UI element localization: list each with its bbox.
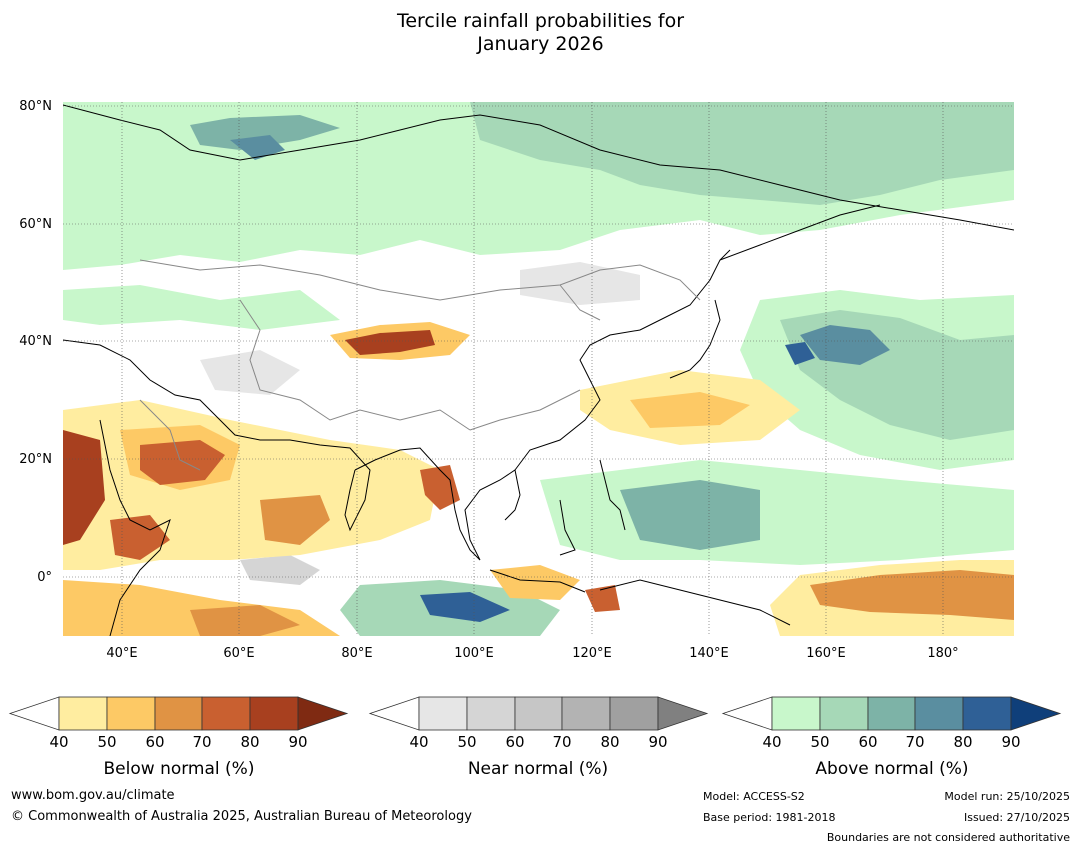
colorbar-above-tick: 60 [858, 733, 878, 751]
probability-field [63, 102, 1014, 636]
colorbar-below-tick: 60 [145, 733, 165, 751]
near-normal-region-mongolia [520, 262, 640, 305]
model-name: Model: ACCESS-S2 [703, 790, 805, 803]
colorbar-above-tick: 70 [905, 733, 925, 751]
colorbar-below-tick: 70 [192, 733, 212, 751]
colorbar-below-tick: 90 [288, 733, 308, 751]
colorbar-near-swatch [609, 696, 659, 731]
colorbar-below-swatch [201, 696, 251, 731]
political-boundaries [139, 259, 701, 471]
colorbar-above-swatch [867, 696, 916, 731]
colorbar-above-label: Above normal (%) [815, 759, 969, 779]
above-normal-region-siberia [470, 102, 1014, 205]
copyright-notice: © Commonwealth of Australia 2025, Austra… [11, 809, 472, 824]
colorbar-below-tick: 80 [240, 733, 260, 751]
below-normal-region-africa-south-core [190, 605, 300, 636]
lat-label-60n: 60°N [19, 217, 52, 232]
colorbar-above-upper-extension [1010, 696, 1062, 731]
colorbar-near-swatch [514, 696, 563, 731]
colorbar-above-normal [721, 696, 1062, 731]
colorbar-above-swatch [914, 696, 964, 731]
coastlines [63, 104, 1014, 636]
graticule [63, 102, 1014, 636]
colorbar-below-lower-extension [8, 696, 60, 731]
above-normal-region-indian-core [420, 592, 510, 622]
below-normal-region-arabian-sea [260, 495, 330, 545]
below-normal-region-horn [110, 515, 170, 560]
lon-label-120e: 120°E [572, 646, 612, 661]
lat-label-0: 0° [37, 570, 52, 585]
above-normal-region-arctic [190, 115, 340, 150]
colorbar-above-tick: 90 [1001, 733, 1021, 751]
lat-label-80n: 80°N [19, 99, 52, 114]
below-normal-region-new-guinea [585, 585, 620, 612]
below-normal-region-tibet-core [345, 330, 435, 355]
colorbar-near-swatch [466, 696, 516, 731]
near-normal-region-south-asia [240, 555, 320, 585]
colorbar-above-tick: 80 [953, 733, 973, 751]
below-normal-region-east-china-core [630, 392, 750, 428]
colorbar-below-swatch [106, 696, 156, 731]
issued-date: Issued: 27/10/2025 [963, 811, 1070, 824]
model-run-date: Model run: 25/10/2025 [944, 790, 1070, 803]
colorbar-below-tick: 40 [49, 733, 69, 751]
above-normal-region-pacific-deep [800, 325, 890, 365]
colorbar-near-tick: 90 [648, 733, 668, 751]
colorbar-above-tick: 40 [762, 733, 782, 751]
above-normal-region-west-central [63, 285, 340, 330]
colorbar-near-tick: 70 [552, 733, 572, 751]
lon-label-60e: 60°E [223, 646, 255, 661]
lon-label-80e: 80°E [341, 646, 373, 661]
colorbar-near-upper-extension [657, 696, 709, 731]
lon-label-100e: 100°E [454, 646, 494, 661]
base-period: Base period: 1981-2018 [703, 811, 836, 824]
colorbar-near-tick: 40 [409, 733, 429, 751]
colorbar-below-upper-extension [297, 696, 349, 731]
colorbar-below-tick: 50 [97, 733, 117, 751]
colorbar-near-normal [368, 696, 709, 731]
below-normal-region-south-pacific-core [810, 570, 1014, 620]
below-normal-region-arabia-core [140, 440, 225, 485]
website-link[interactable]: www.bom.gov.au/climate [11, 788, 175, 803]
lon-label-140e: 140°E [689, 646, 729, 661]
below-normal-region-indonesia [490, 565, 580, 600]
boundaries-disclaimer: Boundaries are not considered authoritat… [826, 831, 1070, 844]
colorbar-near-label: Near normal (%) [467, 759, 609, 779]
map-title-line2: January 2026 [477, 33, 604, 55]
below-normal-region-sahara [63, 430, 105, 545]
lon-label-180: 180° [927, 646, 959, 661]
colorbar-above-swatch [771, 696, 821, 731]
lon-label-160e: 160°E [806, 646, 846, 661]
colorbar-near-tick: 50 [457, 733, 477, 751]
colorbar-near-tick: 60 [505, 733, 525, 751]
lat-label-40n: 40°N [19, 334, 52, 349]
colorbar-below-swatch [58, 696, 108, 731]
colorbar-below-swatch [249, 696, 299, 731]
lat-label-20n: 20°N [19, 452, 52, 467]
colorbar-above-lower-extension [721, 696, 773, 731]
above-normal-region-pacific-max [785, 342, 815, 365]
map-title-line1: Tercile rainfall probabilities for [396, 10, 685, 32]
colorbar-above-swatch [962, 696, 1012, 731]
near-normal-region-central-asia [200, 350, 300, 395]
lon-label-40e: 40°E [106, 646, 138, 661]
colorbar-near-swatch [561, 696, 611, 731]
above-normal-region-philippines [620, 480, 760, 550]
colorbar-above-swatch [819, 696, 869, 731]
colorbar-below-swatch [154, 696, 203, 731]
colorbar-below-normal [8, 696, 349, 731]
below-normal-region-myanmar [420, 465, 460, 510]
colorbar-near-lower-extension [368, 696, 420, 731]
colorbar-above-tick: 50 [810, 733, 830, 751]
above-normal-region-barents [230, 135, 285, 160]
colorbar-near-swatch [418, 696, 468, 731]
colorbar-below-label: Below normal (%) [103, 759, 255, 779]
colorbar-near-tick: 80 [600, 733, 620, 751]
